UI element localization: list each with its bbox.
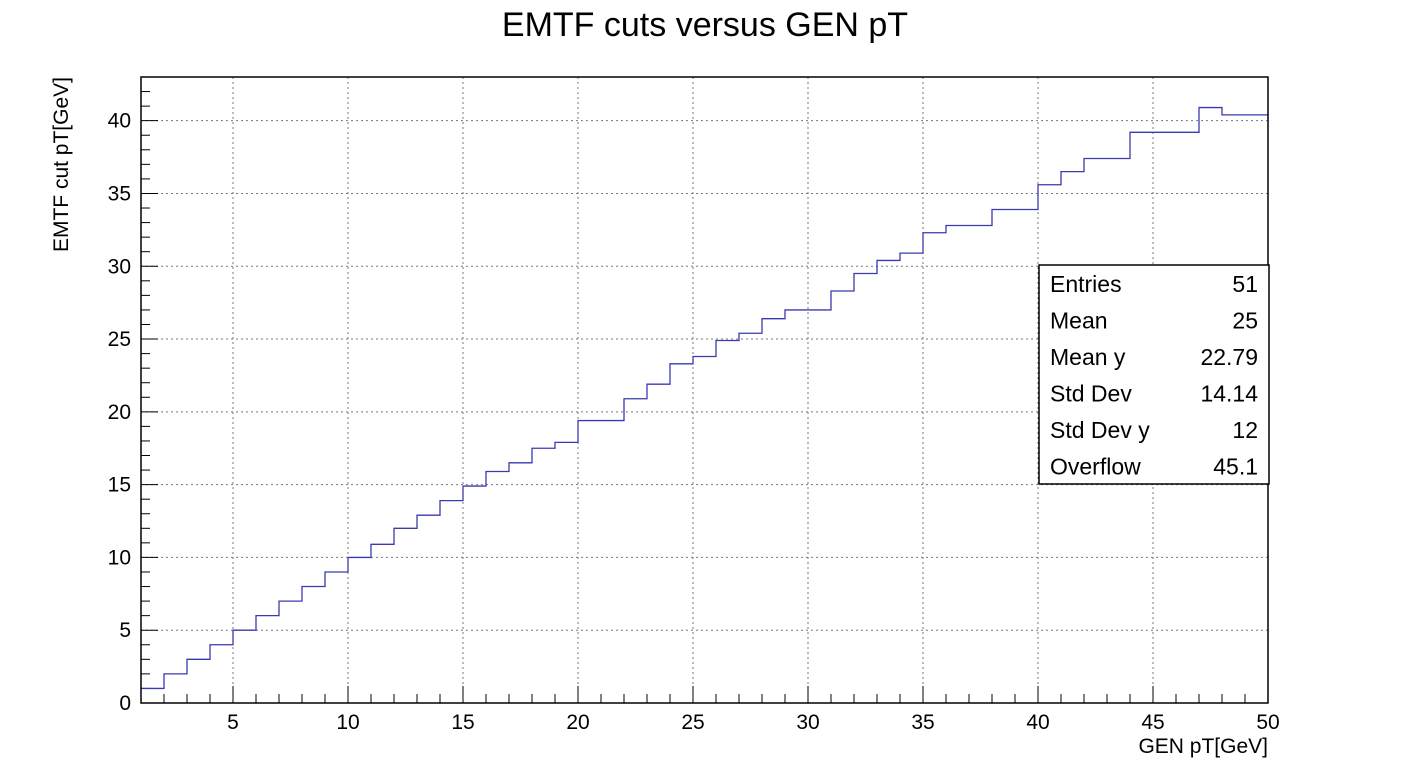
y-tick-label: 20: [108, 401, 131, 424]
x-tick-label: 10: [336, 711, 359, 734]
stats-value: 22.79: [1200, 344, 1258, 370]
stats-value: 14.14: [1200, 381, 1258, 407]
stats-value: 25: [1232, 308, 1258, 334]
grid: [141, 77, 1268, 703]
stats-label: Mean y: [1050, 344, 1126, 370]
x-tick-label: 40: [1026, 711, 1049, 734]
stats-value: 12: [1232, 417, 1258, 443]
y-tick-label: 5: [119, 619, 131, 642]
stats-label: Std Dev: [1050, 381, 1132, 407]
y-tick-label: 15: [108, 474, 131, 497]
y-axis-label: EMTF cut pT[GeV]: [50, 77, 73, 252]
x-tick-label: 45: [1141, 711, 1164, 734]
stats-label: Entries: [1050, 271, 1122, 297]
stats-label: Std Dev y: [1050, 417, 1150, 443]
stats-box-frame: [1038, 264, 1270, 485]
x-tick-label: 15: [451, 711, 474, 734]
chart-title: EMTF cuts versus GEN pT: [502, 6, 908, 44]
y-tick-label: 10: [108, 546, 131, 569]
x-tick-label: 5: [227, 711, 239, 734]
y-tick-label: 30: [108, 255, 131, 278]
series-line: [141, 106, 1268, 690]
y-tick-label: 35: [108, 182, 131, 205]
y-tick-label: 0: [119, 692, 131, 715]
axis-ticks: 5 10 15 20 25 30 35 40 45 50 0 5 10 15 20 25 30 35 40: [108, 76, 1280, 734]
x-tick-label: 50: [1256, 711, 1279, 734]
x-tick-label: 20: [566, 711, 589, 734]
stats-value: 45.1: [1213, 454, 1258, 480]
x-axis-label: GEN pT[GeV]: [1138, 735, 1268, 758]
x-tick-label: 25: [681, 711, 704, 734]
stats-label: Overflow: [1050, 454, 1141, 480]
series: [141, 106, 1268, 690]
stats-box: Entries 51 Mean 25 Mean y 22.79 Std Dev 14.14 St…: [1038, 264, 1270, 485]
stats-label: Mean: [1050, 308, 1108, 334]
y-tick-label: 40: [108, 110, 131, 133]
x-tick-label: 30: [796, 711, 819, 734]
y-tick-label: 25: [108, 328, 131, 351]
stats-value: 51: [1232, 271, 1258, 297]
x-tick-label: 35: [911, 711, 934, 734]
